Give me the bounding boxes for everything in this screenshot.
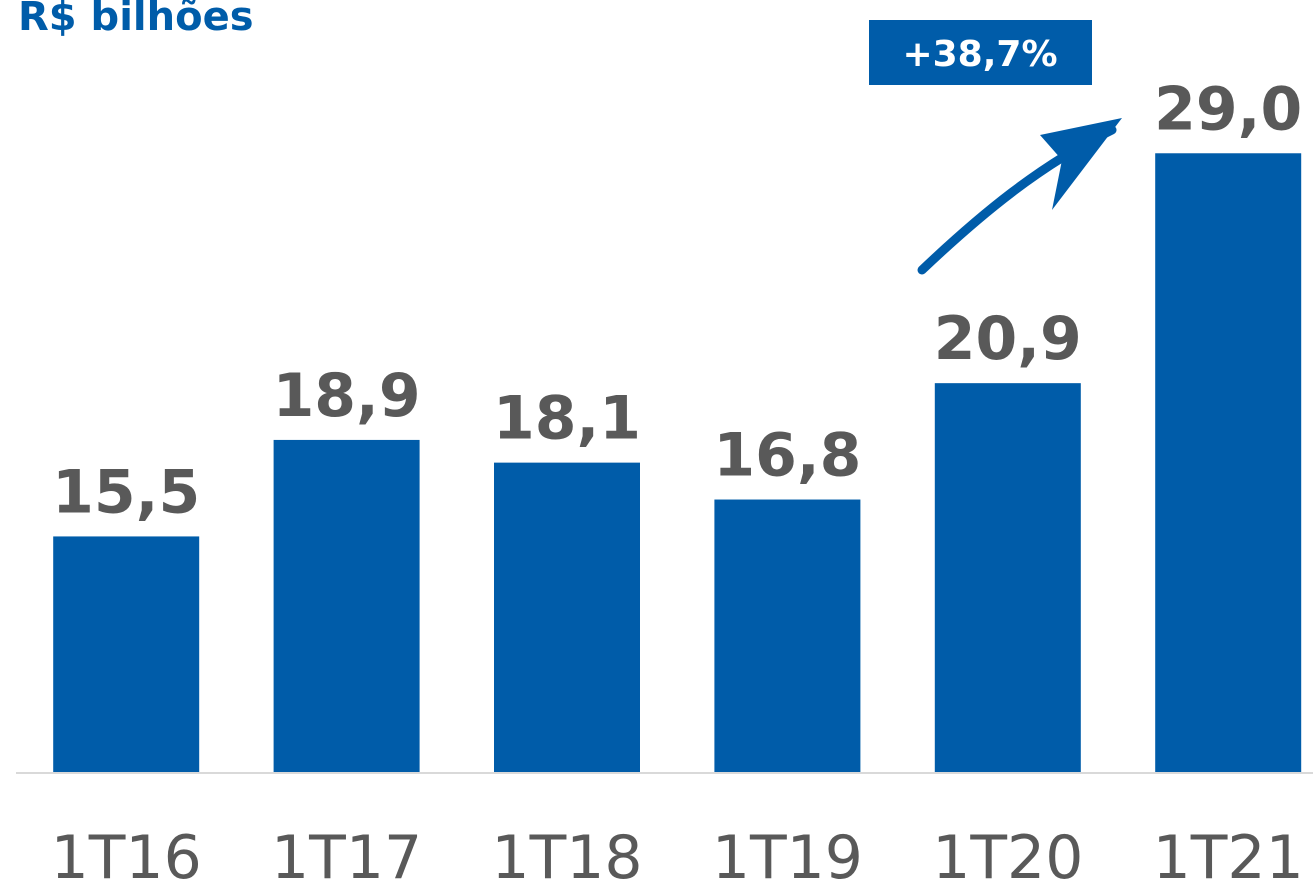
- x-tick-label: 1T18: [491, 823, 642, 886]
- value-label: 16,8: [713, 421, 861, 491]
- bar: [273, 439, 420, 772]
- bar: [53, 536, 200, 772]
- value-label: 18,9: [273, 361, 421, 431]
- x-tick-label: 1T16: [51, 823, 202, 886]
- x-tick-label: 1T19: [712, 823, 863, 886]
- bar: [714, 499, 861, 772]
- value-label: 29,0: [1154, 74, 1302, 144]
- x-tick-label: 1T21: [1153, 823, 1304, 886]
- arrow-head: [1040, 118, 1122, 210]
- value-label: 15,5: [52, 457, 200, 527]
- annotation: +38,7%: [902, 34, 1057, 75]
- x-tick-label: 1T20: [932, 823, 1083, 886]
- value-label: 18,1: [493, 384, 641, 454]
- annotation-box: [869, 20, 1092, 85]
- value-label: 20,9: [934, 304, 1082, 374]
- chart-title: R$ bilhões: [18, 0, 254, 40]
- x-tick-label: 1T17: [271, 823, 422, 886]
- bar: [1155, 153, 1302, 772]
- bar: [934, 383, 1081, 772]
- bar: [494, 462, 640, 772]
